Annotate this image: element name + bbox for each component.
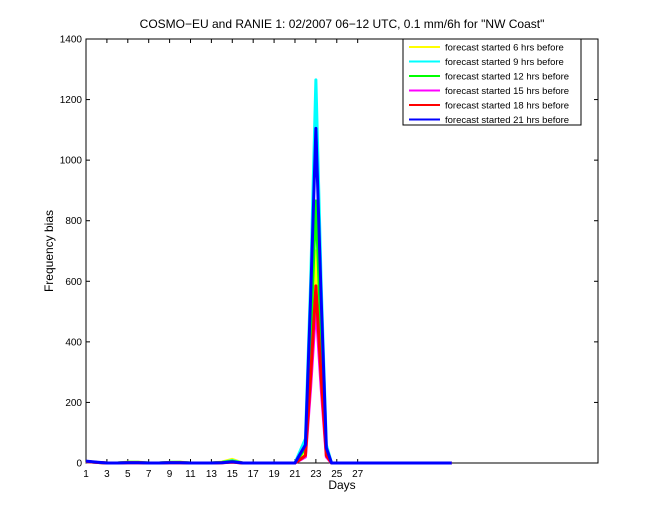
legend-box	[402, 38, 582, 126]
x-tick-label: 9	[167, 469, 173, 480]
legend-label: forecast started 21 hrs before	[445, 115, 569, 126]
x-tick-label: 19	[269, 469, 281, 480]
chart-title: COSMO−EU and RANIE 1: 02/2007 06−12 UTC,…	[140, 17, 545, 31]
legend-label: forecast started 12 hrs before	[445, 72, 569, 83]
y-tick-label: 1000	[60, 156, 83, 167]
y-tick-label: 200	[65, 398, 82, 409]
x-tick-label: 1	[83, 469, 89, 480]
x-axis-label: Days	[328, 478, 355, 492]
x-tick-label: 21	[289, 469, 301, 480]
x-tick-label: 27	[352, 469, 364, 480]
x-tick-label: 17	[248, 469, 260, 480]
y-tick-label: 1200	[60, 95, 83, 106]
legend: forecast started 6 hrs before forecast st…	[402, 38, 582, 126]
x-tick-label: 5	[125, 469, 131, 480]
x-tick-label: 13	[206, 469, 218, 480]
series-line-6	[85, 126, 452, 465]
series-lines	[85, 78, 452, 465]
legend-label: forecast started 9 hrs before	[445, 57, 564, 68]
x-tick-label: 11	[185, 469, 196, 480]
x-tick-label: 7	[146, 469, 152, 480]
legend-label: forecast started 18 hrs before	[445, 101, 569, 112]
y-axis-label: Frequency bias	[42, 210, 56, 292]
x-tick-label: 3	[104, 469, 110, 480]
y-tick-label: 600	[65, 277, 82, 288]
y-tick-label: 800	[65, 216, 82, 227]
x-tick-label: 15	[227, 469, 239, 480]
x-tick-label: 25	[331, 469, 343, 480]
y-tick-label: 0	[76, 459, 82, 470]
y-tick-label: 400	[65, 337, 82, 348]
legend-label: forecast started 15 hrs before	[445, 86, 569, 97]
x-axis: 1 3 5 7 9 11 13 15 17 19 21 23 25 27	[83, 39, 364, 480]
legend-label: forecast started 6 hrs before	[445, 43, 564, 54]
y-tick-label: 1400	[60, 35, 83, 46]
x-tick-label: 23	[310, 469, 322, 480]
